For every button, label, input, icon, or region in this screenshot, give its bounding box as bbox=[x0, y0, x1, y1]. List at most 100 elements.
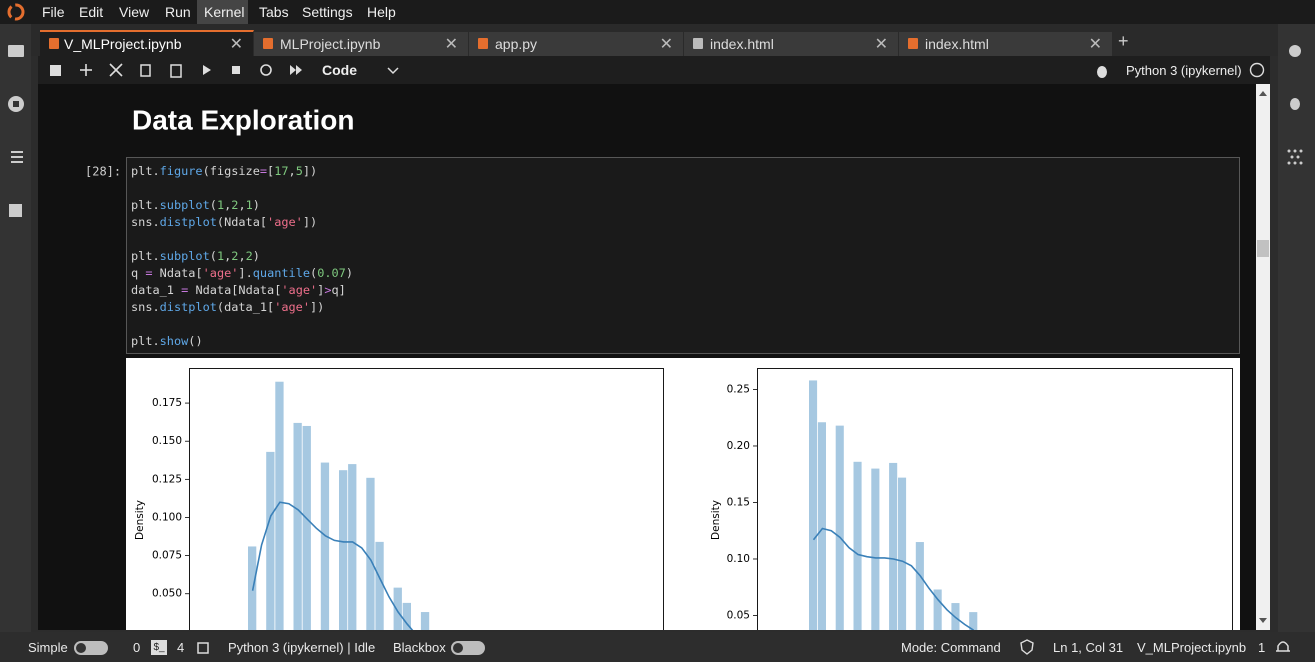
code-token: 'age' bbox=[281, 283, 317, 297]
tab-close[interactable]: ✕ bbox=[444, 36, 458, 53]
tab-close[interactable]: ✕ bbox=[659, 36, 673, 53]
kde-line bbox=[251, 501, 414, 630]
insert-button[interactable] bbox=[80, 64, 92, 76]
code-token: (Ndata[ bbox=[217, 215, 267, 229]
run-button[interactable] bbox=[203, 65, 211, 75]
tab[interactable]: app.py ✕ bbox=[469, 32, 684, 56]
blackbox-toggle[interactable] bbox=[451, 641, 485, 655]
code-token: Ndata[ bbox=[153, 266, 203, 280]
code-token: 'age' bbox=[274, 300, 310, 314]
terminal-count[interactable]: 0 bbox=[133, 640, 141, 655]
extension-icon[interactable] bbox=[1287, 149, 1303, 165]
right-sidebar bbox=[1278, 24, 1315, 632]
code-token: = bbox=[145, 266, 152, 280]
tab[interactable]: MLProject.ipynb ✕ bbox=[254, 32, 469, 56]
hist-bar bbox=[915, 542, 924, 630]
y-tick-label: 0.05 bbox=[727, 609, 750, 621]
code-token: ) bbox=[253, 198, 260, 212]
code-token: 17 bbox=[274, 164, 288, 178]
menu-item[interactable]: Help bbox=[367, 4, 396, 20]
code-cell[interactable] bbox=[126, 157, 1240, 354]
y-tick-label: 0.175 bbox=[152, 397, 182, 409]
notification-bell[interactable] bbox=[1274, 638, 1292, 656]
scrollbar-thumb[interactable] bbox=[1257, 240, 1269, 257]
code-token: sns. bbox=[131, 215, 160, 229]
code-token: (data_1[ bbox=[217, 300, 274, 314]
current-file: V_MLProject.ipynb bbox=[1137, 640, 1247, 655]
code-token: 'age' bbox=[203, 266, 239, 280]
code-token: sns. bbox=[131, 300, 160, 314]
notification-count[interactable]: 1 bbox=[1258, 640, 1266, 655]
left-sidebar bbox=[0, 24, 31, 632]
y-axis-label: Density bbox=[134, 500, 146, 540]
tab-active[interactable]: V_MLProject.ipynb ✕ bbox=[40, 30, 254, 56]
menu-item[interactable]: View bbox=[119, 4, 150, 20]
save-button[interactable] bbox=[50, 65, 61, 76]
folder-icon[interactable] bbox=[8, 45, 24, 57]
hist-bar bbox=[393, 587, 402, 630]
tab-close[interactable]: ✕ bbox=[229, 36, 243, 53]
kde-line bbox=[812, 527, 975, 630]
code-token: ]. bbox=[238, 266, 252, 280]
code-token: ]) bbox=[303, 215, 317, 229]
code-token: ]) bbox=[310, 300, 324, 314]
tab-close[interactable]: ✕ bbox=[1088, 36, 1102, 53]
stop-button[interactable] bbox=[232, 66, 240, 74]
dropdown-chevron[interactable] bbox=[387, 67, 399, 75]
menu-item[interactable]: File bbox=[42, 4, 65, 20]
paste-button[interactable] bbox=[170, 64, 182, 78]
code-token: 1 bbox=[217, 249, 224, 263]
menu-item[interactable]: Tabs bbox=[259, 4, 289, 20]
cut-button[interactable] bbox=[109, 63, 123, 77]
extension-icon[interactable] bbox=[9, 204, 22, 217]
y-axis-label: Density bbox=[710, 500, 722, 540]
kernel-count[interactable]: 4 bbox=[177, 640, 185, 655]
tab-close[interactable]: ✕ bbox=[874, 36, 888, 53]
code-token: ) bbox=[253, 249, 260, 263]
property-inspector[interactable] bbox=[1289, 45, 1301, 57]
y-tick-label: 0.150 bbox=[152, 435, 182, 447]
debug-icon[interactable] bbox=[1094, 63, 1110, 79]
debugger-icon[interactable] bbox=[1290, 98, 1300, 110]
plot-frame bbox=[189, 368, 664, 630]
hist-bar bbox=[275, 381, 284, 630]
menu-item[interactable]: Settings bbox=[302, 4, 353, 20]
code-token: 0.07 bbox=[317, 266, 346, 280]
tab[interactable]: index.html ✕ bbox=[684, 32, 899, 56]
code-token: plt. bbox=[131, 198, 160, 212]
menu-item[interactable]: Kernel bbox=[204, 4, 245, 20]
restart-button[interactable] bbox=[260, 64, 272, 76]
y-tick-label: 0.125 bbox=[152, 473, 182, 485]
cursor-position[interactable]: Ln 1, Col 31 bbox=[1053, 640, 1124, 655]
cell-type-select[interactable]: Code bbox=[322, 62, 357, 78]
toc-icon[interactable] bbox=[11, 151, 23, 163]
tab[interactable]: index.html ✕ bbox=[899, 32, 1113, 56]
tab-label: index.html bbox=[925, 36, 989, 52]
menu-item[interactable]: Run bbox=[165, 4, 191, 20]
code-token: > bbox=[324, 283, 331, 297]
terminal-icon: $_ bbox=[151, 640, 167, 655]
scrollbar[interactable] bbox=[1256, 84, 1270, 630]
code-token: q] bbox=[332, 283, 346, 297]
code-token: distplot bbox=[160, 300, 217, 314]
code-token: plt. bbox=[131, 249, 160, 263]
new-tab[interactable]: + bbox=[1118, 31, 1129, 51]
simple-toggle[interactable] bbox=[74, 641, 108, 655]
kernel-icon bbox=[197, 642, 209, 654]
hist-bar bbox=[402, 602, 411, 630]
kernel-status[interactable]: Python 3 (ipykernel) | Idle bbox=[228, 640, 376, 655]
code-token: show bbox=[160, 334, 189, 348]
code-token: 1 bbox=[246, 198, 253, 212]
code-token: Ndata[Ndata[ bbox=[188, 283, 281, 297]
code-line: plt.subplot(1,2,1) bbox=[131, 198, 260, 212]
scroll-arrows bbox=[1259, 91, 1267, 623]
code-token: 2 bbox=[231, 198, 238, 212]
code-token: data_1 bbox=[131, 283, 181, 297]
code-token: ( bbox=[210, 198, 217, 212]
tab-label: MLProject.ipynb bbox=[280, 36, 381, 52]
run-all-button[interactable] bbox=[290, 65, 302, 75]
code-token: figure bbox=[160, 164, 203, 178]
copy-button[interactable] bbox=[140, 64, 151, 77]
menu-item[interactable]: Edit bbox=[79, 4, 104, 20]
kernel-name[interactable]: Python 3 (ipykernel) bbox=[1126, 63, 1242, 78]
